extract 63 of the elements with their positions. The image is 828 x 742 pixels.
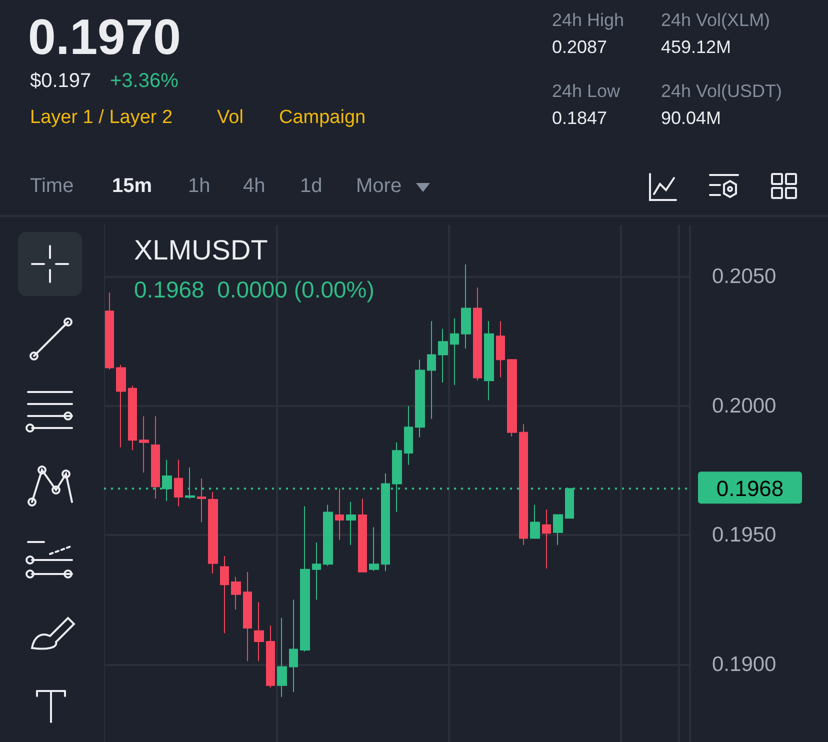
candlestick <box>507 359 517 437</box>
candlestick <box>346 501 356 546</box>
text: Layer 1 / Layer 2 <box>30 107 173 129</box>
candlestick <box>174 459 183 507</box>
candlestick <box>208 492 218 574</box>
candlestick <box>277 617 287 698</box>
candlestick <box>220 556 229 634</box>
y-tick-label: 0.2050 <box>712 265 776 288</box>
candlestick <box>369 526 379 572</box>
candlestick <box>289 599 298 693</box>
candlestick <box>415 359 425 438</box>
candlestick <box>450 318 459 386</box>
text: 24h High <box>552 10 624 31</box>
text: $0.197 <box>30 70 92 93</box>
candlestick <box>312 542 321 600</box>
candlestick <box>335 488 344 540</box>
text: 1d <box>300 175 322 198</box>
text: 0.1968 0.0000 (0.00%) <box>134 276 374 302</box>
candlestick <box>151 416 160 499</box>
candlestick <box>323 504 333 566</box>
text: 0.1847 <box>552 108 608 129</box>
candlestick <box>197 478 206 523</box>
candlestick <box>530 504 540 539</box>
text: 24h Vol(XLM) <box>661 10 770 31</box>
text: 4h <box>243 175 266 198</box>
candlestick <box>438 328 448 384</box>
text: More <box>356 175 402 198</box>
y-tick-label: 0.2000 <box>712 394 776 418</box>
text: 90.04M <box>661 108 722 129</box>
text: 15m <box>112 175 152 198</box>
text: Time <box>30 175 74 198</box>
text: 0.1970 <box>28 8 181 66</box>
text: Vol <box>217 107 244 129</box>
candlestick <box>484 320 494 401</box>
chart-title: XLMUSDT <box>134 234 268 266</box>
candlestick <box>139 416 149 474</box>
text: 24h Vol(USDT) <box>661 81 782 102</box>
candlestick <box>427 320 436 420</box>
text: 0.2087 <box>552 37 608 58</box>
candlestick <box>231 576 241 610</box>
candlestick <box>105 292 114 370</box>
candlestick <box>243 571 252 662</box>
candlestick <box>473 287 482 382</box>
candlestick <box>404 405 413 466</box>
y-tick-label: 0.1950 <box>712 524 776 547</box>
text: 1h <box>188 175 210 198</box>
candlestick <box>358 498 367 572</box>
text: Campaign <box>279 107 366 129</box>
candlestick <box>116 364 126 448</box>
candlestick <box>128 385 137 451</box>
text: 459.12M <box>661 37 732 58</box>
candlestick <box>519 424 528 546</box>
text: +3.36% <box>110 70 178 93</box>
candlestick <box>461 264 471 350</box>
candlestick <box>266 625 275 688</box>
y-tick-label: 0.1900 <box>712 652 776 676</box>
candlestick <box>553 514 563 546</box>
candlestick <box>300 506 310 652</box>
candlestick <box>542 509 551 570</box>
candlestick <box>254 602 264 662</box>
ref-line-label: 0.1968 <box>716 476 784 502</box>
candlestick <box>496 320 505 378</box>
text: 24h Low <box>552 81 620 102</box>
